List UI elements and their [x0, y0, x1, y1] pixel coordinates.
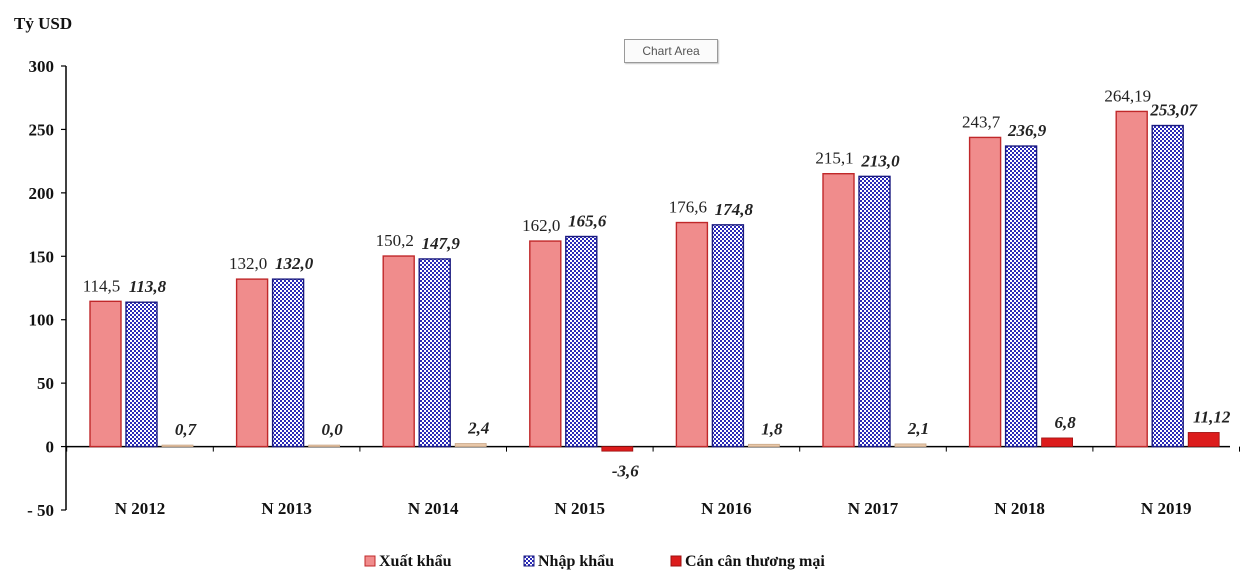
import-bar: [711, 224, 745, 448]
legend-label: Nhập khẩu: [538, 553, 614, 570]
x-tick-label: N 2013: [261, 499, 312, 518]
balance-data-label: 0,0: [321, 420, 343, 439]
import-bar: [1151, 124, 1184, 448]
legend: Xuất khẩu Nhập khẩu Cán cân thương mại: [364, 553, 825, 570]
export-bar: [1115, 110, 1148, 448]
chart-area-tooltip: Chart Area: [624, 39, 718, 63]
y-tick-label: 100: [29, 311, 55, 330]
y-tick-label: - 50: [27, 501, 54, 520]
import-bar: [125, 301, 158, 448]
export-bar: [822, 173, 855, 448]
balance-data-label: 1,8: [761, 419, 783, 438]
export-data-label: 114,5: [83, 276, 121, 295]
export-data-label: 243,7: [962, 112, 1001, 131]
legend-swatch-balance: [670, 555, 682, 567]
legend-label: Xuất khẩu: [379, 553, 452, 570]
export-data-label: 132,0: [229, 254, 267, 273]
y-tick-label: 150: [29, 247, 55, 266]
legend-swatch-import: [523, 555, 535, 567]
import-bar: [1004, 145, 1038, 448]
balance-data-label: 0,7: [175, 420, 198, 439]
y-axis-title: Tỷ USD: [14, 14, 72, 33]
export-bar: [529, 240, 562, 448]
balance-bar: [894, 443, 927, 447]
balance-bar: [454, 443, 487, 447]
export-data-label: 215,1: [815, 149, 853, 168]
y-tick-label: 300: [29, 57, 55, 76]
balance-bar: [161, 444, 194, 447]
balance-data-label: 2,4: [467, 419, 489, 438]
import-bar: [418, 258, 451, 448]
import-bar: [858, 175, 891, 448]
export-bar: [675, 221, 709, 448]
export-data-label: 150,2: [376, 231, 414, 250]
import-data-label: 147,9: [422, 234, 461, 253]
x-tick-label: N 2012: [115, 499, 166, 518]
balance-data-label: -3,6: [612, 462, 639, 481]
balance-bar: [1187, 432, 1220, 447]
y-tick-label: 200: [29, 184, 55, 203]
import-data-label: 253,07: [1149, 101, 1198, 120]
import-data-label: 113,8: [129, 277, 167, 296]
export-data-label: 176,6: [669, 198, 707, 217]
import-data-label: 174,8: [715, 200, 754, 219]
import-bar: [271, 278, 305, 448]
balance-data-label: 11,12: [1193, 407, 1231, 426]
x-tick-label: N 2019: [1141, 499, 1192, 518]
y-tick-label: 0: [46, 438, 55, 457]
export-data-label: 162,0: [522, 216, 560, 235]
x-tick-label: N 2018: [994, 499, 1045, 518]
data-labels-group: 114,5 113,8 0,7 132,0 132,0 0,0 150,2 147,9 2,4 1…: [83, 86, 1231, 480]
axes: 300 250 200 150 100 50 0 - 50 N 2012 N 2013 N 2014…: [27, 57, 1240, 520]
export-bar: [382, 255, 415, 448]
x-tick-label: N 2016: [701, 499, 752, 518]
legend-label: Cán cân thương mại: [685, 553, 825, 570]
export-bar: [968, 136, 1002, 448]
y-tick-label: 50: [37, 374, 54, 393]
balance-bar: [308, 444, 341, 447]
y-tick-label: 250: [29, 120, 55, 139]
import-bar: [565, 235, 598, 448]
balance-bar: [1041, 437, 1073, 447]
import-data-label: 236,9: [1007, 121, 1047, 140]
export-bar: [89, 300, 122, 448]
import-data-label: 132,0: [275, 254, 314, 273]
export-data-label: 264,19: [1104, 86, 1151, 105]
balance-data-label: 6,8: [1054, 413, 1076, 432]
legend-swatch-export: [364, 555, 376, 567]
import-data-label: 213,0: [860, 151, 900, 170]
x-tick-label: N 2014: [408, 499, 459, 518]
balance-bar: [601, 446, 634, 452]
import-data-label: 165,6: [568, 211, 607, 230]
bars-group: [89, 110, 1220, 452]
x-tick-label: N 2015: [555, 499, 606, 518]
x-tick-label: N 2017: [848, 499, 899, 518]
balance-bar: [748, 443, 780, 447]
export-bar: [235, 278, 269, 448]
balance-data-label: 2,1: [907, 419, 929, 438]
